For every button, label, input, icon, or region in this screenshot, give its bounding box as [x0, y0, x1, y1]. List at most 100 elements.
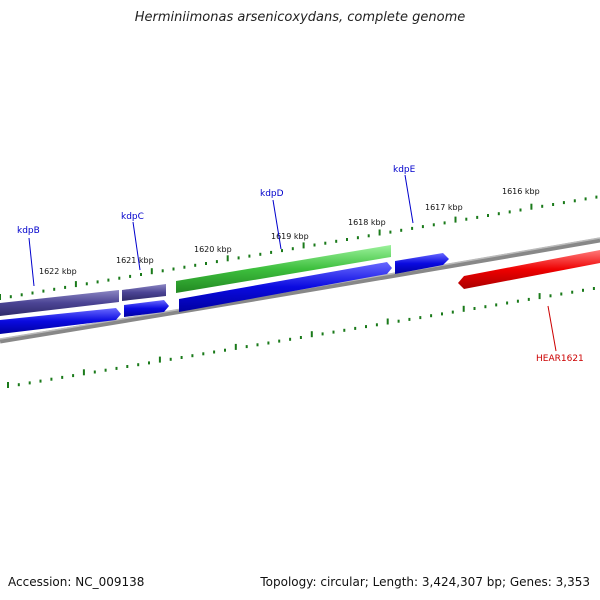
lower-scale-minor-tick: [224, 348, 226, 352]
gene-label-HEAR1621[interactable]: HEAR1621: [536, 354, 584, 364]
gene-bar-kdpD-upper[interactable]: [176, 245, 391, 293]
lower-scale-minor-tick: [375, 323, 378, 327]
upper-scale-major-tick: [150, 268, 153, 275]
upper-scale-major-tick: [302, 242, 305, 249]
upper-scale-minor-tick: [107, 278, 110, 282]
upper-scale-minor-tick: [421, 225, 424, 229]
kbp-label-1619: 1619 kbp: [271, 232, 309, 241]
gene-labels: kdpB kdpC kdpD kdpE HEAR1621: [17, 165, 584, 364]
upper-scale-minor-tick: [42, 289, 45, 293]
upper-scale-minor-tick: [118, 276, 121, 280]
upper-scale-minor-tick: [194, 263, 197, 267]
upper-scale-minor-tick: [443, 221, 446, 225]
lower-scale-major-tick: [82, 369, 85, 376]
upper-scale-minor-tick: [519, 208, 522, 212]
gene-bar-kdpC-upper[interactable]: [122, 284, 166, 301]
upper-scale-minor-tick: [270, 250, 273, 254]
kbp-label-1621: 1621 kbp: [116, 256, 154, 265]
lower-scale-minor-tick: [516, 299, 519, 303]
upper-scale-minor-tick: [324, 241, 327, 245]
lower-scale-minor-tick: [191, 354, 194, 358]
upper-scale-minor-tick: [140, 273, 142, 276]
lower-scale-minor-tick: [506, 301, 509, 305]
lower-scale-major-tick: [7, 382, 9, 388]
lower-scale-minor-tick: [343, 328, 346, 332]
lower-scale-minor-tick: [180, 356, 183, 359]
lower-scale-minor-tick: [560, 292, 563, 296]
lower-scale-minor-tick: [299, 336, 302, 339]
upper-scale-minor-tick: [53, 287, 56, 291]
lower-scale-minor-tick: [549, 294, 552, 298]
genome-summary-text: Topology: circular; Length: 3,424,307 bp…: [260, 575, 590, 589]
gene-bar-kdpB-upper[interactable]: [0, 290, 119, 316]
lower-scale-minor-tick: [289, 337, 292, 341]
operon-lower-row: [0, 253, 449, 334]
lower-scale-major-tick: [462, 305, 465, 312]
gene-label-kdpC[interactable]: kdpC: [121, 212, 144, 222]
lower-scale-minor-tick: [408, 317, 411, 321]
lower-scale-minor-tick: [213, 350, 216, 354]
scale-labels: 1622 kbp 1621 kbp 1620 kbp 1619 kbp 1618…: [39, 187, 540, 276]
lower-scale-minor-tick: [321, 332, 324, 336]
gene-label-kdpD[interactable]: kdpD: [260, 189, 284, 199]
lower-scale-minor-tick: [93, 370, 96, 374]
lower-scale-minor-tick: [527, 297, 530, 301]
lower-scale-minor-tick: [148, 361, 150, 365]
gene-label-kdpB[interactable]: kdpB: [17, 226, 40, 236]
upper-scale-major-tick: [226, 255, 229, 262]
gene-arrow-kdpB[interactable]: [0, 308, 121, 334]
lower-scale-major-tick: [234, 343, 237, 350]
upper-scale-minor-tick: [248, 254, 251, 258]
gene-label-kdpE[interactable]: kdpE: [393, 165, 416, 175]
lower-scale-minor-tick: [28, 381, 31, 385]
lower-scale-minor-tick: [126, 365, 129, 368]
upper-scale-major-tick: [74, 281, 77, 288]
lower-scale-minor-tick: [582, 288, 584, 292]
label-leaders: [28, 174, 557, 352]
lower-scale-minor-tick: [473, 307, 476, 310]
lower-scale-major-tick: [386, 318, 389, 325]
upper-scale-minor-tick: [411, 226, 414, 230]
gene-arrow-HEAR1621[interactable]: [458, 250, 600, 289]
upper-scale-minor-tick: [346, 238, 348, 241]
lower-scale-minor-tick: [137, 363, 140, 367]
upper-scale-minor-tick: [400, 228, 403, 232]
upper-scale-minor-tick: [508, 210, 511, 214]
lower-scale-minor-tick: [61, 375, 64, 379]
upper-scale-minor-tick: [259, 252, 262, 256]
gene-arrow-kdpC[interactable]: [124, 300, 169, 317]
lower-scale-minor-tick: [419, 316, 422, 320]
upper-scale-minor-tick: [281, 249, 283, 253]
lower-scale-minor-tick: [72, 374, 75, 378]
upper-scale-minor-tick: [335, 239, 338, 243]
upper-scale-minor-tick: [31, 291, 34, 295]
upper-scale-minor-tick: [367, 234, 370, 238]
upper-scale-minor-tick: [389, 230, 392, 234]
lower-scale-track: [7, 287, 595, 388]
lower-scale-minor-tick: [354, 326, 357, 330]
upper-scale-minor-tick: [172, 267, 175, 271]
lower-scale-minor-tick: [39, 379, 42, 383]
lower-scale-minor-tick: [365, 325, 367, 329]
upper-scale-minor-tick: [183, 265, 186, 269]
lower-scale-minor-tick: [484, 305, 487, 309]
lower-scale-major-tick: [538, 293, 541, 300]
upper-scale-minor-tick: [161, 269, 164, 273]
upper-scale-minor-tick: [64, 285, 67, 289]
upper-scale-minor-tick: [313, 243, 316, 247]
upper-scale-track: [0, 195, 598, 300]
lower-scale-minor-tick: [397, 319, 400, 323]
upper-scale-minor-tick: [476, 215, 479, 219]
upper-scale-minor-tick: [487, 214, 489, 217]
upper-scale-major-tick: [454, 216, 457, 223]
gene-HEAR1621-group: [458, 250, 600, 289]
lower-scale-major-tick: [310, 331, 313, 338]
gene-arrow-kdpD[interactable]: [179, 262, 392, 312]
gene-arrow-kdpE[interactable]: [395, 253, 449, 274]
lower-scale-minor-tick: [267, 341, 270, 345]
operon-upper-row: [0, 245, 391, 316]
upper-scale-minor-tick: [9, 295, 12, 299]
lower-scale-minor-tick: [332, 330, 335, 334]
lower-scale-minor-tick: [430, 314, 433, 318]
